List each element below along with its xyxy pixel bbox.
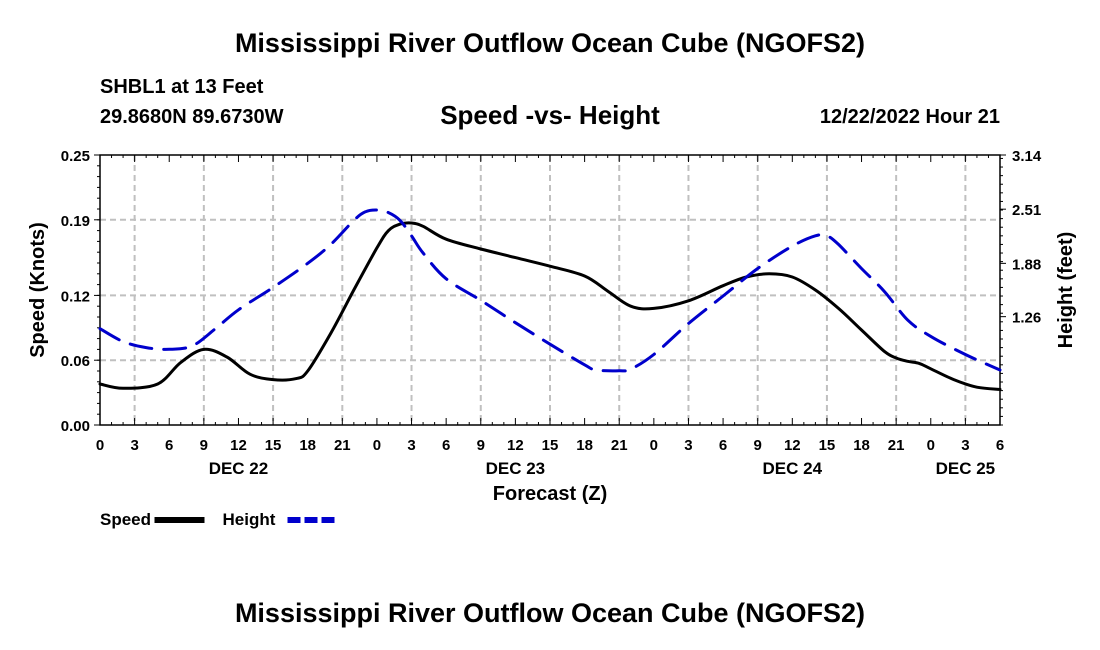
y-tick-label: 0.25 [61,148,90,165]
x-tick-label: 15 [265,437,282,454]
plot-frame [99,154,1001,426]
axes-layer: 0 3 6 9 12 15 18 21 0 3 6 9 12 15 18 21 0 3 6 9 12 15 18 21 0 3 6D… [61,148,1042,478]
x-tick-label: 21 [611,437,628,454]
x-tick-label: 9 [477,437,485,454]
y-tick-label: 0.12 [61,288,90,305]
y2-tick-label: 1.26 [1012,310,1041,327]
station-label: SHBL1 at 13 Feet [100,76,264,98]
series-line-height [98,208,1002,373]
y2-axis-label: Height (feet) [1055,232,1077,349]
date-label: DEC 25 [936,459,996,478]
legend-label-speed: Speed [100,510,151,529]
x-tick-label: 0 [373,437,381,454]
x-tick-label: 21 [334,437,351,454]
x-tick-label: 6 [996,437,1004,454]
x-tick-label: 0 [650,437,658,454]
x-tick-label: 3 [130,437,138,454]
x-tick-label: 21 [888,437,905,454]
x-tick-label: 18 [299,437,316,454]
x-tick-label: 0 [96,437,104,454]
chart-title: Speed -vs- Height [440,100,660,130]
x-tick-label: 3 [684,437,692,454]
y2-tick-label: 2.51 [1012,202,1041,219]
x-tick-label: 3 [961,437,969,454]
station-coordinates: 29.8680N 89.6730W [100,106,284,128]
x-tick-label: 3 [407,437,415,454]
grid-layer [100,155,1000,425]
x-tick-label: 0 [927,437,935,454]
y-tick-label: 0.06 [61,353,90,370]
legend-label-height: Height [223,510,276,529]
x-tick-label: 15 [819,437,836,454]
footer-title: Mississippi River Outflow Ocean Cube (NG… [234,598,866,628]
x-tick-label: 18 [853,437,870,454]
x-tick-label: 9 [754,437,762,454]
x-tick-label: 18 [576,437,593,454]
x-tick-label: 12 [784,437,801,454]
date-label: DEC 22 [209,459,269,478]
x-tick-label: 12 [230,437,247,454]
x-axis-label: Forecast (Z) [493,483,607,505]
page-title: Mississippi River Outflow Ocean Cube (NG… [234,28,866,58]
y2-tick-label: 1.88 [1012,256,1041,273]
series-line-speed [98,221,1002,391]
legend: Speed Height [100,510,338,529]
y-axis-label: Speed (Knots) [27,222,49,358]
y-tick-label: 0.00 [61,418,90,435]
y2-tick-label: 3.14 [1012,148,1042,165]
forecast-datetime: 12/22/2022 Hour 21 [819,106,1000,128]
y-tick-label: 0.19 [61,213,90,230]
x-tick-label: 15 [542,437,559,454]
x-tick-label: 6 [442,437,450,454]
series-layer [98,208,1002,391]
x-tick-label: 6 [719,437,727,454]
x-tick-label: 9 [200,437,208,454]
date-label: DEC 24 [763,459,823,478]
x-tick-label: 6 [165,437,173,454]
x-tick-label: 12 [507,437,524,454]
date-label: DEC 23 [486,459,546,478]
